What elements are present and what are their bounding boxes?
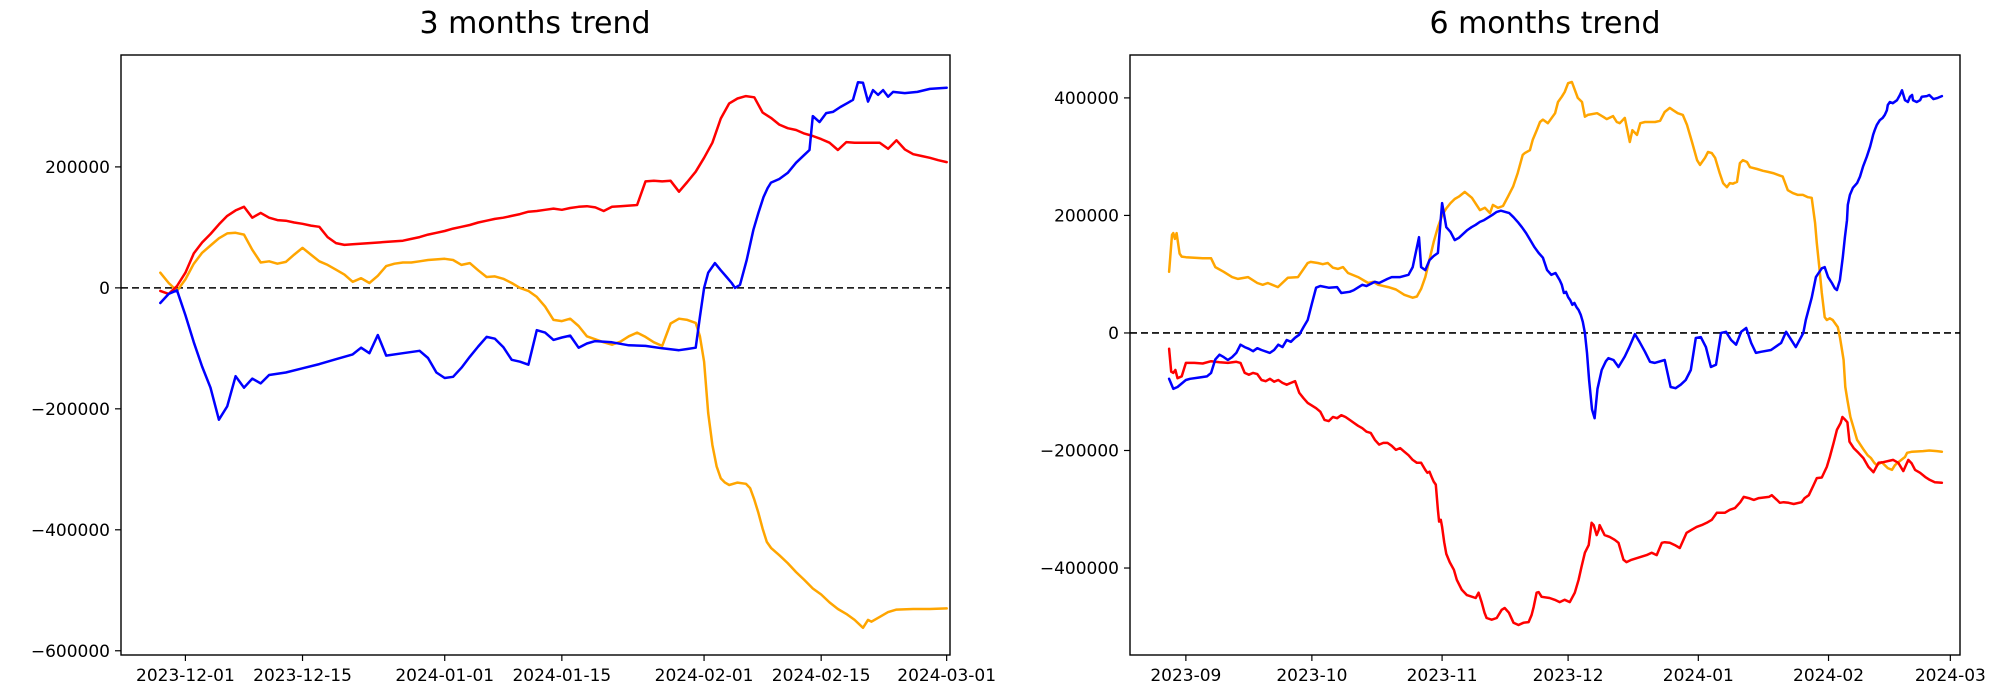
blue-series xyxy=(1167,89,1944,420)
x-tick-label: 2024-02-15 xyxy=(772,666,871,686)
plot-border xyxy=(120,54,951,656)
x-tick-label: 2023-12-01 xyxy=(136,666,235,686)
right-chart-title: 6 months trend xyxy=(1429,6,1661,41)
y-tick-label: 200000 xyxy=(45,158,110,178)
orange-series xyxy=(1167,80,1944,472)
x-tick-label: 2024-03 xyxy=(1915,666,1986,686)
red-series xyxy=(159,94,948,296)
x-tick-label: 2024-01-15 xyxy=(512,666,611,686)
x-tick-label: 2023-10 xyxy=(1276,666,1347,686)
x-tick-label: 2023-12 xyxy=(1533,666,1604,686)
y-tick-label: −400000 xyxy=(1040,559,1119,579)
x-tick-label: 2023-09 xyxy=(1150,666,1221,686)
blue-series xyxy=(159,80,948,421)
y-tick-label: −400000 xyxy=(31,521,110,541)
x-tick-label: 2023-12-15 xyxy=(253,666,352,686)
x-tick-label: 2024-01 xyxy=(1663,666,1734,686)
y-tick-label: 0 xyxy=(1108,324,1119,344)
red-series xyxy=(1167,347,1944,627)
x-tick-label: 2024-02 xyxy=(1793,666,1864,686)
x-tick-label: 2023-11 xyxy=(1407,666,1478,686)
y-tick-label: 400000 xyxy=(1054,89,1119,109)
y-tick-label: −200000 xyxy=(1040,441,1119,461)
plot-border xyxy=(1129,54,1961,656)
y-tick-label: −200000 xyxy=(31,400,110,420)
left-chart-title: 3 months trend xyxy=(419,6,651,41)
y-tick-label: 0 xyxy=(99,279,110,299)
x-tick-label: 2024-02-01 xyxy=(655,666,754,686)
orange-series xyxy=(159,231,948,630)
y-tick-label: −600000 xyxy=(31,642,110,662)
y-tick-label: 200000 xyxy=(1054,206,1119,226)
x-tick-label: 2024-01-01 xyxy=(395,666,494,686)
x-tick-label: 2024-03-01 xyxy=(897,666,996,686)
